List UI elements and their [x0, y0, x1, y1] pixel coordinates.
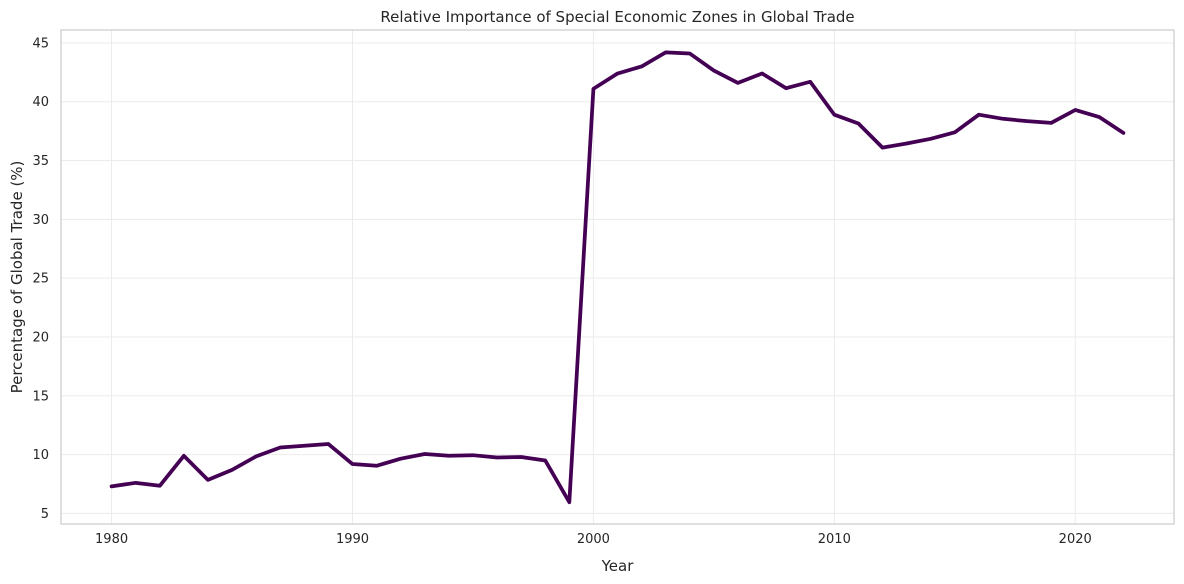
- data-point: [639, 64, 644, 69]
- data-point: [134, 481, 138, 485]
- data-point: [495, 455, 499, 460]
- data-point: [688, 51, 692, 56]
- data-point: [760, 71, 764, 76]
- data-point: [904, 141, 909, 146]
- data-point: [447, 454, 451, 458]
- data-point: [302, 444, 306, 448]
- y-tick-label: 35: [32, 154, 49, 169]
- data-point: [519, 455, 523, 459]
- data-point: [158, 484, 162, 488]
- y-tick-label: 5: [41, 507, 49, 522]
- data-point: [278, 445, 282, 450]
- data-point: [664, 50, 668, 54]
- x-tick-label: 2020: [1059, 532, 1092, 547]
- data-point: [182, 454, 186, 458]
- data-point: [254, 454, 258, 458]
- x-tick-label: 2000: [577, 532, 610, 547]
- x-tick-label: 1990: [336, 532, 369, 547]
- series-line: [109, 50, 1126, 505]
- data-point: [423, 452, 427, 456]
- data-point: [1001, 117, 1005, 121]
- data-point: [929, 137, 933, 141]
- y-tick-label: 10: [32, 448, 49, 463]
- x-tick-label: 1980: [95, 532, 128, 547]
- y-tick-label: 30: [32, 213, 49, 228]
- data-point: [399, 457, 403, 461]
- data-point: [736, 81, 740, 85]
- x-axis-ticks: 1980 1990 2000 2010 2020: [95, 532, 1092, 547]
- y-axis-ticks: 5 10 15 20 25 30 35 40 45: [32, 36, 49, 521]
- data-point: [1121, 131, 1126, 135]
- y-tick-label: 20: [32, 330, 49, 345]
- data-point: [712, 68, 716, 73]
- data-point: [856, 121, 861, 126]
- data-point: [953, 130, 957, 134]
- y-tick-label: 45: [32, 36, 49, 51]
- grid-lines: [61, 30, 1174, 524]
- series-layer: [109, 50, 1126, 505]
- data-point: [615, 71, 620, 76]
- data-point: [326, 442, 331, 446]
- data-point: [1097, 115, 1101, 119]
- data-point: [230, 468, 234, 472]
- data-point: [808, 80, 812, 84]
- data-point: [1073, 108, 1077, 112]
- data-point: [350, 462, 355, 466]
- data-point: [543, 458, 547, 463]
- y-tick-label: 40: [32, 95, 49, 110]
- data-point: [1049, 121, 1053, 125]
- data-point: [977, 113, 981, 117]
- data-point: [374, 464, 379, 468]
- x-tick-label: 2010: [818, 532, 851, 547]
- y-tick-label: 15: [32, 389, 49, 404]
- chart-title: Relative Importance of Special Economic …: [380, 8, 854, 26]
- data-point: [832, 113, 836, 117]
- x-axis-label: Year: [601, 557, 635, 575]
- data-point: [880, 146, 885, 150]
- data-point: [471, 453, 475, 457]
- data-point: [1025, 119, 1029, 123]
- plot-frame: [60, 29, 1175, 525]
- data-point: [109, 484, 114, 488]
- data-point: [567, 500, 571, 504]
- y-axis-label: Percentage of Global Trade (%): [8, 161, 26, 394]
- data-point: [591, 87, 596, 91]
- data-point: [784, 86, 788, 90]
- data-point: [206, 478, 210, 482]
- y-tick-label: 25: [32, 272, 49, 287]
